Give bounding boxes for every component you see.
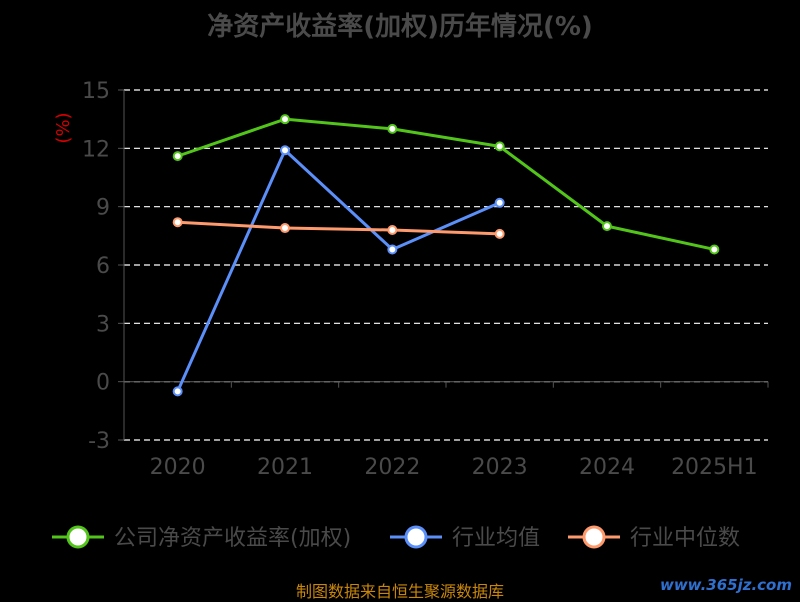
x-tick-label: 2022	[364, 455, 420, 480]
series-line	[176, 148, 501, 392]
series-lines	[172, 114, 720, 397]
data-point	[494, 141, 505, 152]
data-point	[280, 145, 290, 156]
x-tick-label: 2023	[472, 455, 528, 480]
chart-title: 净资产收益率(加权)历年情况(%)	[207, 12, 593, 42]
legend-marker	[404, 525, 428, 549]
legend-label: 公司净资产收益率(加权)	[114, 526, 351, 551]
y-tick-label: -3	[88, 429, 110, 454]
data-point	[172, 151, 183, 162]
x-tick-label: 2020	[150, 455, 206, 480]
data-point	[709, 244, 720, 255]
x-tick-label: 2024	[579, 455, 635, 480]
legend-label: 行业中位数	[630, 526, 740, 551]
data-point	[280, 114, 290, 125]
x-tick-label: 2025H1	[671, 455, 758, 480]
series-line	[177, 117, 715, 251]
x-tick-label: 2021	[257, 455, 313, 480]
y-tick-label: 3	[96, 312, 110, 337]
y-tick-label: 0	[96, 371, 110, 396]
data-point	[494, 228, 505, 239]
data-point	[602, 221, 612, 232]
axes: -3 0 3 6 9 12 15 2020 2021 2022 2023 2024 2025H1 (%)	[53, 79, 769, 480]
source-footer: 制图数据来自恒生聚源数据库	[295, 582, 504, 601]
watermark: www.365jz.com	[659, 576, 792, 594]
data-point	[172, 386, 183, 397]
data-point	[387, 123, 398, 134]
y-axis-label: (%)	[53, 112, 74, 143]
y-tick-label: 9	[96, 196, 110, 221]
series-line	[177, 220, 500, 236]
data-point	[387, 244, 398, 255]
legend-label: 行业均值	[452, 526, 540, 551]
y-tick-label: 15	[82, 79, 110, 104]
data-point	[172, 217, 183, 228]
data-point	[280, 223, 290, 234]
y-tick-label: 6	[96, 254, 110, 279]
data-point	[494, 197, 505, 208]
data-point	[387, 225, 398, 235]
legend-marker	[66, 525, 90, 549]
y-tick-label: 12	[82, 137, 110, 162]
legend-marker	[582, 525, 606, 549]
legend[interactable]: 公司净资产收益率(加权) 行业均值 行业中位数	[52, 525, 740, 551]
